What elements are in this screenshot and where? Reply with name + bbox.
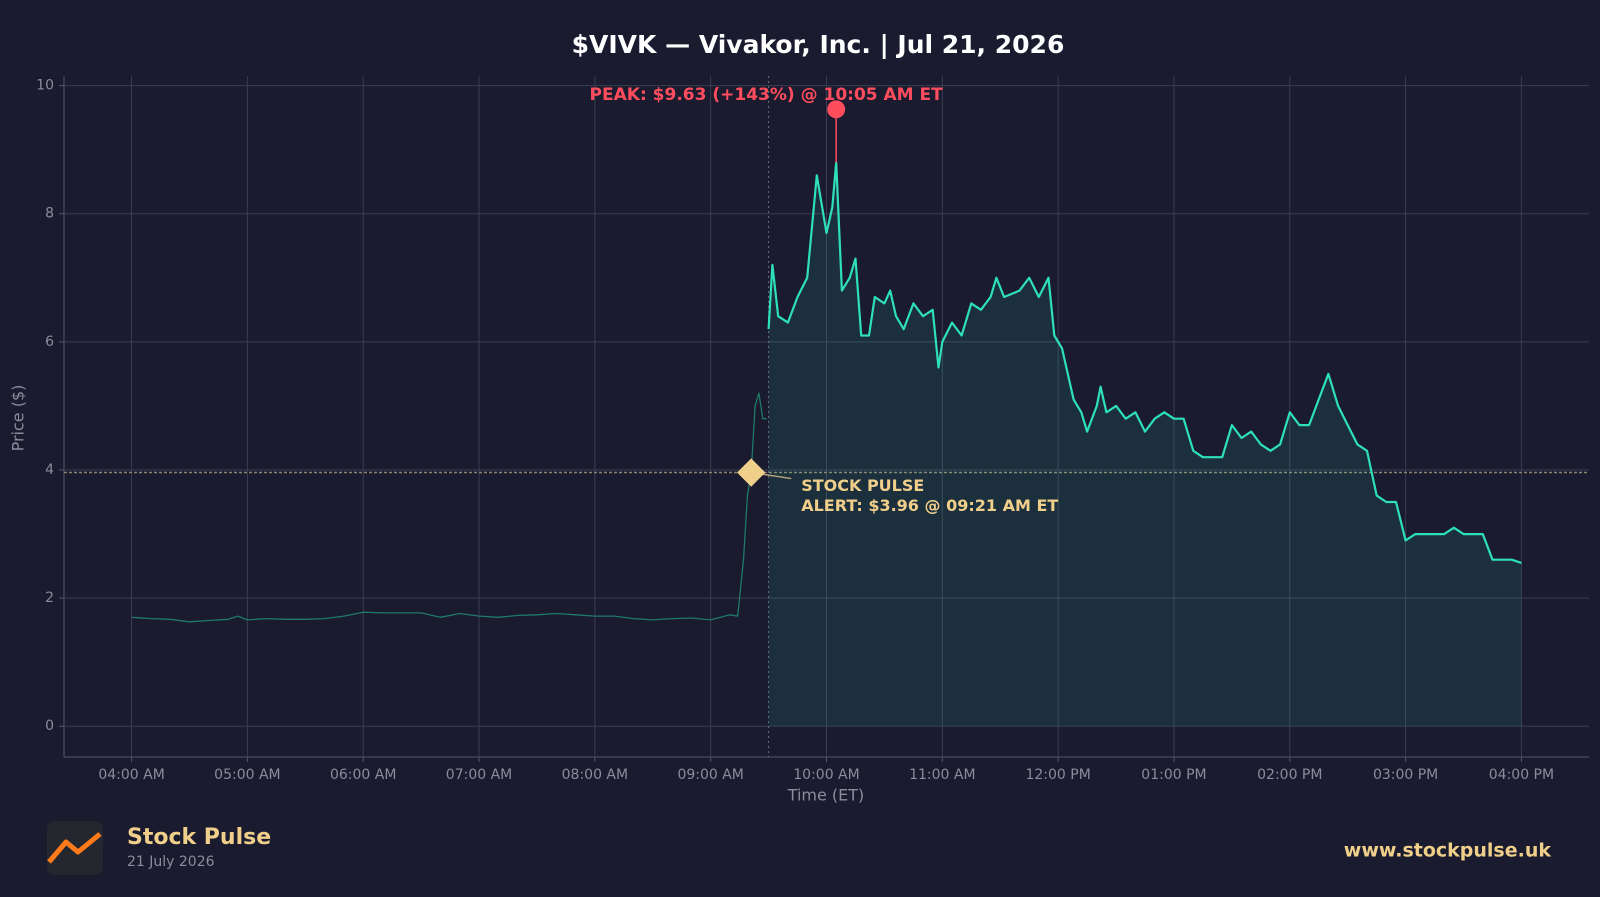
- peak-marker: [827, 100, 846, 119]
- peak-label: PEAK: $9.63 (+143%) @ 10:05 AM ET: [590, 85, 944, 105]
- x-tick-label: 06:00 AM: [330, 767, 396, 783]
- x-tick-label: 03:00 PM: [1373, 767, 1438, 783]
- y-tick-label: 10: [36, 78, 54, 94]
- footer-date: 21 July 2026: [127, 854, 215, 870]
- x-tick-label: 02:00 PM: [1257, 767, 1322, 783]
- y-tick-label: 8: [45, 206, 54, 222]
- x-tick-label: 11:00 AM: [909, 767, 975, 783]
- brand: Stock Pulse: [127, 825, 271, 850]
- chart-title: $VIVK — Vivakor, Inc. | Jul 21, 2026: [572, 30, 1065, 59]
- x-tick-label: 08:00 AM: [562, 767, 628, 783]
- x-tick-label: 05:00 AM: [214, 767, 280, 783]
- x-tick-label: 12:00 PM: [1025, 767, 1090, 783]
- y-axis-label: Price ($): [9, 385, 28, 452]
- x-tick-label: 10:00 AM: [793, 767, 859, 783]
- alert-label: STOCK PULSE: [801, 476, 924, 495]
- x-tick-label: 09:00 AM: [677, 767, 743, 783]
- x-axis-label: Time (ET): [787, 786, 865, 805]
- alert-label: ALERT: $3.96 @ 09:21 AM ET: [801, 496, 1058, 515]
- x-tick-label: 07:00 AM: [446, 767, 512, 783]
- x-tick-label: 04:00 PM: [1489, 767, 1554, 783]
- logo: [47, 821, 103, 875]
- price-line: [767, 161, 1522, 564]
- y-tick-label: 6: [45, 334, 54, 350]
- footer-url: www.stockpulse.uk: [1344, 840, 1552, 862]
- y-tick-label: 0: [45, 718, 54, 734]
- y-tick-label: 2: [45, 590, 54, 606]
- x-tick-label: 01:00 PM: [1141, 767, 1206, 783]
- price-line: [131, 392, 767, 623]
- alert-marker: [737, 458, 766, 487]
- y-tick-label: 4: [45, 462, 54, 478]
- x-tick-label: 04:00 AM: [98, 767, 164, 783]
- area: [768, 162, 1522, 727]
